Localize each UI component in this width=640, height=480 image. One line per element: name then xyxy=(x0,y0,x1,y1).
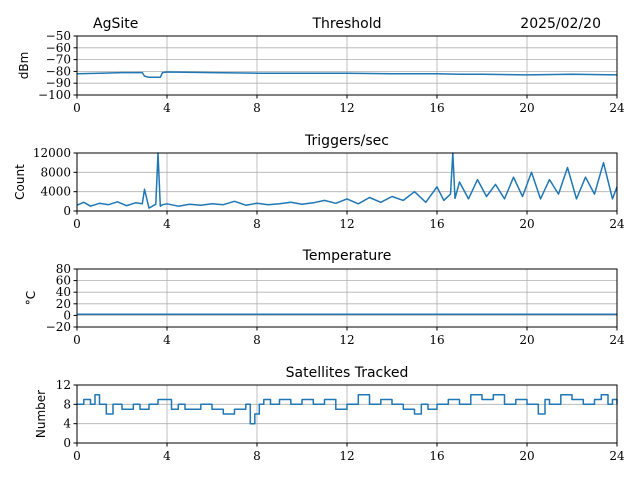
y-tick-label-5: −50 xyxy=(46,29,71,43)
y-tick-label-3: 40 xyxy=(56,285,71,299)
y-tick-label-3: 12 xyxy=(56,378,71,392)
x-tick-label-6: 24 xyxy=(609,333,625,347)
x-tick-label-5: 20 xyxy=(519,333,534,347)
x-tick-label-5: 20 xyxy=(519,101,534,115)
x-tick-label-6: 24 xyxy=(609,101,625,115)
x-tick-label-3: 12 xyxy=(339,101,354,115)
x-tick-label-2: 8 xyxy=(253,449,261,463)
chart-title: Threshold xyxy=(312,16,382,32)
y-tick-label-0: −20 xyxy=(46,320,71,334)
x-tick-label-1: 4 xyxy=(163,101,171,115)
x-tick-label-4: 16 xyxy=(429,333,444,347)
y-tick-label-0: 0 xyxy=(63,436,71,450)
chart-panel-4: 0 4 8 12 16 20 24 0 4 8 12 Satellites Tracked Number xyxy=(34,365,625,463)
y-tick-label-1: −90 xyxy=(46,76,71,90)
x-tick-label-3: 12 xyxy=(339,217,354,231)
y-tick-label-2: 8000 xyxy=(40,165,71,179)
y-axis-label: °C xyxy=(24,291,38,305)
x-tick-label-2: 8 xyxy=(253,333,261,347)
y-tick-label-2: 20 xyxy=(56,297,71,311)
series-line xyxy=(76,152,618,209)
chart-title: Triggers/sec xyxy=(304,133,389,149)
y-tick-label-3: −70 xyxy=(46,53,71,67)
y-tick-label-2: 8 xyxy=(63,397,71,411)
x-tick-label-5: 20 xyxy=(519,449,534,463)
x-tick-label-4: 16 xyxy=(429,217,444,231)
chart-title: Satellites Tracked xyxy=(286,365,409,381)
x-tick-label-2: 8 xyxy=(253,101,261,115)
date-label: 2025/02/20 xyxy=(520,16,601,32)
chart-panel-1: 0 4 8 12 16 20 24 −100−90−80−70−60−50 Threshold d… xyxy=(17,16,625,115)
y-tick-label-4: −60 xyxy=(46,41,71,55)
x-tick-label-5: 20 xyxy=(519,217,534,231)
x-tick-label-1: 4 xyxy=(163,449,171,463)
plots: 0 4 8 12 16 20 24 −100−90−80−70−60−50 Threshold d… xyxy=(13,16,625,463)
x-tick-label-1: 4 xyxy=(163,217,171,231)
y-tick-label-1: 0 xyxy=(63,308,71,322)
x-tick-label-3: 12 xyxy=(339,333,354,347)
site-name: AgSite xyxy=(93,16,138,32)
x-tick-label-3: 12 xyxy=(339,449,354,463)
y-tick-label-5: 80 xyxy=(56,262,71,276)
y-tick-label-1: 4000 xyxy=(40,185,71,199)
y-tick-label-2: −80 xyxy=(46,64,71,78)
x-tick-label-0: 0 xyxy=(73,217,81,231)
x-tick-label-6: 24 xyxy=(609,449,625,463)
y-axis-label: Count xyxy=(13,164,27,200)
chart-panel-2: 0 4 8 12 16 20 24 0 4000 8000 12000 Triggers/sec Cou… xyxy=(13,133,625,231)
y-tick-label-4: 60 xyxy=(56,274,71,288)
x-tick-label-0: 0 xyxy=(73,101,81,115)
x-tick-label-0: 0 xyxy=(73,449,81,463)
y-tick-label-3: 12000 xyxy=(33,146,71,160)
x-tick-label-4: 16 xyxy=(429,101,444,115)
x-tick-label-6: 24 xyxy=(609,217,625,231)
x-tick-label-0: 0 xyxy=(73,333,81,347)
series-line xyxy=(76,71,618,79)
chart-title: Temperature xyxy=(302,248,392,264)
series-line xyxy=(77,393,618,425)
y-tick-label-0: 0 xyxy=(63,204,71,218)
y-tick-label-0: −100 xyxy=(38,88,71,102)
x-tick-label-4: 16 xyxy=(429,449,444,463)
x-tick-label-2: 8 xyxy=(253,217,261,231)
y-axis-label: Number xyxy=(34,390,48,438)
x-tick-label-1: 4 xyxy=(163,333,171,347)
y-tick-label-1: 4 xyxy=(63,417,71,431)
y-axis-label: dBm xyxy=(17,52,31,80)
